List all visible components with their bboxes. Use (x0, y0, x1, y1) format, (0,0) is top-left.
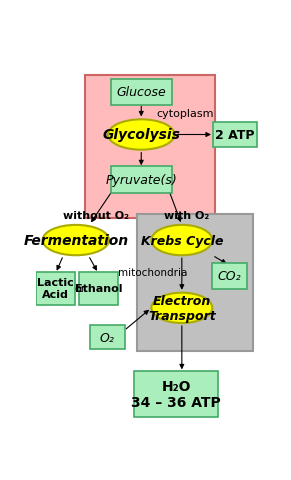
Text: Pyruvate(s): Pyruvate(s) (105, 174, 177, 187)
Text: CO₂: CO₂ (217, 270, 241, 283)
Ellipse shape (151, 293, 212, 324)
Text: Ethanol: Ethanol (75, 284, 122, 294)
Ellipse shape (42, 226, 109, 256)
Text: or: or (75, 284, 86, 294)
FancyBboxPatch shape (134, 371, 218, 417)
Text: Lactic
Acid: Lactic Acid (37, 278, 74, 300)
Text: Electron
Transport: Electron Transport (148, 294, 216, 322)
Text: mitochondria: mitochondria (118, 267, 187, 277)
FancyBboxPatch shape (111, 167, 172, 193)
Text: H₂O
34 – 36 ATP: H₂O 34 – 36 ATP (131, 379, 221, 409)
Text: Fermentation: Fermentation (23, 234, 128, 248)
Text: 2 ATP: 2 ATP (215, 129, 255, 142)
Text: without O₂: without O₂ (63, 211, 129, 221)
FancyBboxPatch shape (213, 123, 257, 147)
FancyBboxPatch shape (79, 272, 118, 305)
Ellipse shape (108, 120, 175, 150)
Text: cytoplasm: cytoplasm (156, 109, 213, 119)
FancyBboxPatch shape (90, 326, 125, 350)
FancyBboxPatch shape (111, 79, 172, 106)
FancyBboxPatch shape (212, 264, 247, 289)
Text: Krebs Cycle: Krebs Cycle (141, 234, 223, 247)
Text: Glucose: Glucose (116, 86, 166, 99)
Ellipse shape (151, 226, 212, 256)
Text: Glycolysis: Glycolysis (102, 128, 180, 142)
Text: O₂: O₂ (100, 331, 115, 344)
Text: with O₂: with O₂ (164, 211, 209, 221)
FancyBboxPatch shape (137, 215, 253, 351)
FancyBboxPatch shape (36, 272, 75, 305)
FancyBboxPatch shape (85, 76, 214, 218)
